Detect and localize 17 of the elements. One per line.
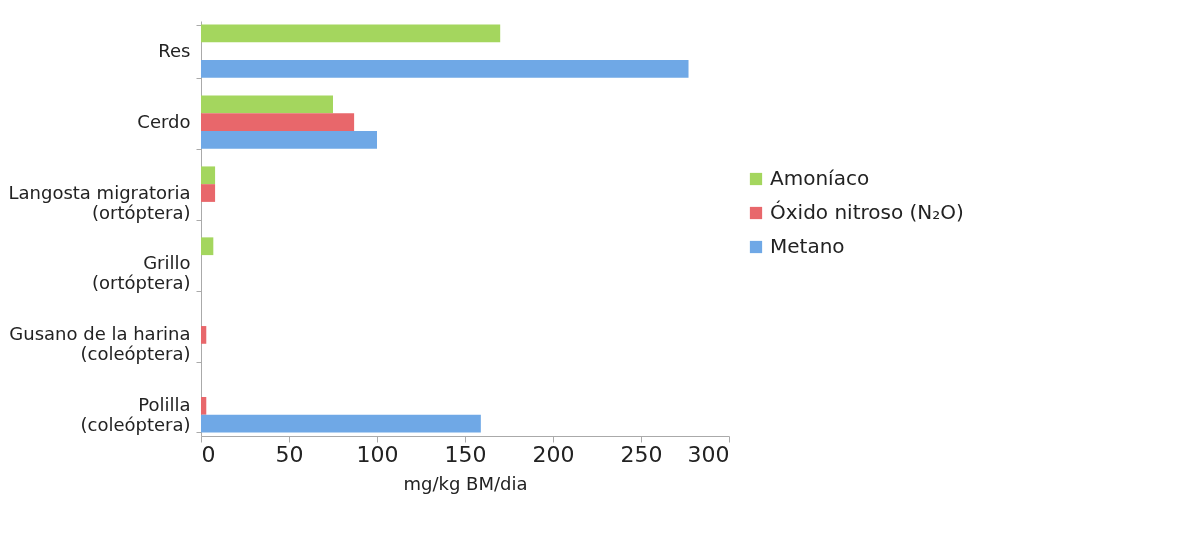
y-tick-label: Res [158, 39, 191, 61]
legend-label: Metano [770, 234, 845, 258]
x-tick-label: 250 [620, 441, 663, 467]
legend-label: Óxido nitroso (N₂O) [770, 200, 964, 224]
x-tick-label: 50 [275, 441, 304, 467]
y-tick-label: Polilla (coleóptera) [80, 394, 191, 436]
legend-label: Amoníaco [770, 166, 870, 190]
x-tick-label: 200 [532, 441, 575, 467]
y-tick-label: Langosta migratoria (ortóptera) [8, 181, 191, 223]
x-tick-label: 100 [356, 441, 399, 467]
y-tick-label: Cerdo [137, 110, 191, 132]
y-tick-label: Gusano de la harina (coleóptera) [9, 323, 191, 365]
y-tick-label: Grillo (ortóptera) [91, 252, 191, 294]
x-axis-title: mg/kg BM/dia [403, 472, 528, 494]
x-tick-label: 150 [444, 441, 487, 467]
x-tick-label: 300 [687, 441, 730, 467]
x-tick-label: 0 [201, 441, 216, 467]
